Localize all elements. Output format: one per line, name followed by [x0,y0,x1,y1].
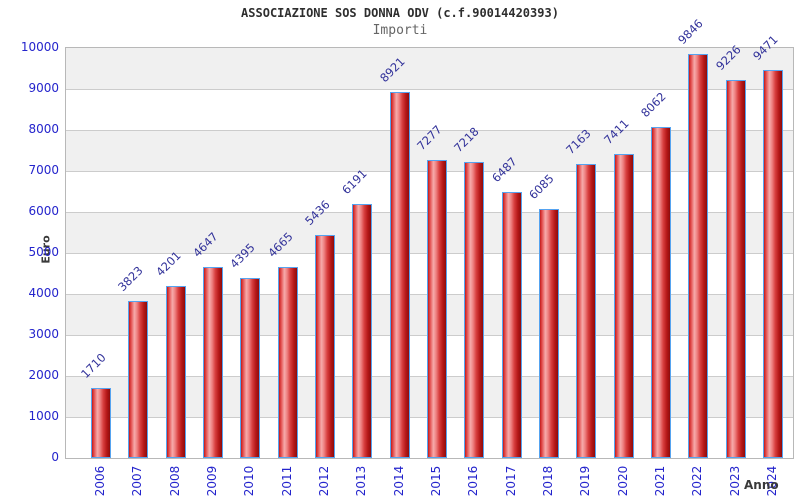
bar-2019 [576,164,597,458]
y-tick-label: 0 [51,450,59,464]
bar-2011 [277,266,298,458]
y-tick-label: 9000 [28,81,59,95]
chart-title: ASSOCIAZIONE SOS DONNA ODV (c.f.90014420… [241,6,559,20]
chart-subtitle: Importi [372,23,428,38]
bar-2017 [501,192,522,458]
bar-2009 [203,267,223,458]
bar-2016 [464,162,485,458]
x-tick-label: 2022 [690,465,705,497]
x-tick-label: 2019 [578,465,593,497]
y-tick-label: 2000 [28,368,59,382]
y-tick-label: 5000 [28,245,59,259]
x-tick-label: 2008 [167,465,182,497]
plot-band [66,48,793,89]
x-tick-label: 2014 [391,465,406,497]
bar-2023 [725,79,746,458]
gridline [66,130,793,131]
bar-2013 [352,204,373,458]
x-tick-label: 2015 [429,465,443,497]
bar-2008 [165,285,186,458]
x-tick-label: 2012 [317,465,331,497]
y-tick-label: 10000 [20,40,59,54]
x-axis-title: Anno [744,478,779,492]
bar-2015 [427,159,447,458]
y-tick-label: 8000 [28,122,59,136]
bar-2012 [315,235,335,458]
bar-2021 [651,127,671,458]
x-tick-label: 2021 [653,465,667,497]
x-tick-label: 2013 [354,465,369,497]
x-tick-label: 2016 [466,465,481,497]
x-tick-label: 2010 [242,465,257,497]
plot-area [65,47,794,459]
y-tick-label: 6000 [28,204,59,218]
bar-2024 [763,69,783,458]
x-tick-label: 2007 [130,465,145,497]
x-tick-label: 2009 [205,465,219,497]
bar-2007 [128,301,149,458]
bar-2010 [240,277,261,458]
bar-2020 [613,154,634,458]
y-tick-label: 1000 [28,409,59,423]
x-tick-label: 2018 [541,465,555,497]
bar-2006 [91,387,111,458]
x-tick-label: 2023 [727,465,742,497]
bar-2018 [539,208,559,458]
x-tick-label: 2006 [93,465,107,497]
x-tick-label: 2011 [279,465,294,497]
y-tick-label: 4000 [28,286,59,300]
plot-band [66,89,793,130]
gridline [66,89,793,90]
bar-2014 [389,92,410,458]
y-tick-label: 7000 [28,163,59,177]
y-tick-label: 3000 [28,327,59,341]
x-tick-label: 2020 [615,465,630,497]
bar-2022 [688,54,709,458]
x-tick-label: 2017 [503,465,518,497]
